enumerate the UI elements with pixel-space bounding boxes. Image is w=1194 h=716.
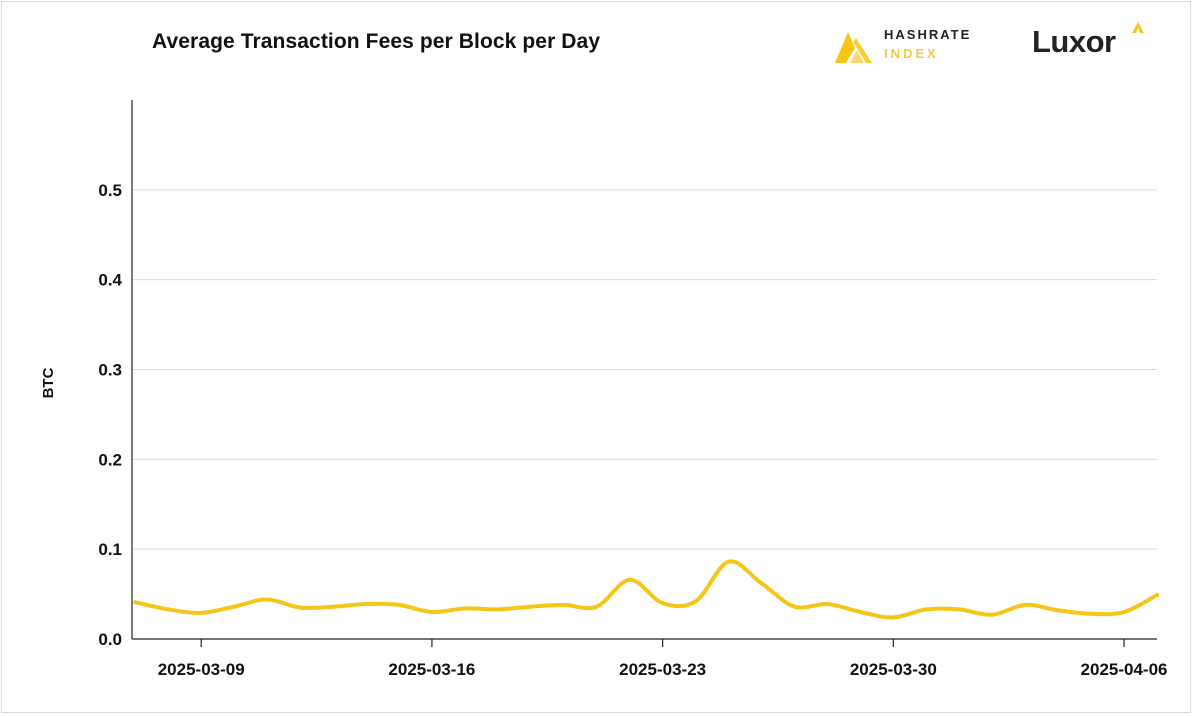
y-tick-label: 0.3 bbox=[98, 361, 122, 380]
data-point bbox=[792, 604, 797, 609]
data-point bbox=[462, 606, 467, 611]
chart-title: Average Transaction Fees per Block per D… bbox=[152, 30, 601, 53]
x-tick-label: 2025-03-09 bbox=[158, 660, 245, 679]
data-point bbox=[1089, 611, 1094, 616]
data-point bbox=[825, 602, 830, 606]
x-tick-label: 2025-03-23 bbox=[619, 660, 706, 679]
data-point bbox=[627, 577, 632, 582]
series-line bbox=[133, 559, 1159, 620]
x-ticks: 2025-03-09 2025-03-16 2025-03-23 2025-03-30… bbox=[158, 639, 1168, 679]
y-tick-label: 0.5 bbox=[98, 181, 122, 200]
luxor-logo-text: Luxor bbox=[1032, 24, 1116, 59]
data-point bbox=[331, 604, 335, 609]
data-point bbox=[1056, 608, 1061, 613]
data-point bbox=[528, 604, 533, 609]
data-point bbox=[594, 604, 599, 609]
data-point bbox=[232, 604, 237, 609]
data-point bbox=[1122, 610, 1126, 614]
data-point bbox=[199, 610, 204, 615]
data-point bbox=[133, 600, 138, 605]
y-tick-labels: 0.0 0.1 0.2 0.3 0.4 0.5 bbox=[98, 181, 122, 649]
data-point bbox=[693, 599, 698, 604]
data-point bbox=[858, 610, 863, 614]
data-point bbox=[166, 607, 171, 612]
data-point bbox=[561, 602, 566, 607]
luxor-mark-icon bbox=[1132, 22, 1144, 33]
hashrate-logo-text-line1: HASHRATE bbox=[884, 27, 972, 42]
x-tick-label: 2025-03-30 bbox=[850, 660, 937, 679]
data-point bbox=[924, 607, 929, 612]
data-point bbox=[397, 602, 401, 607]
data-point bbox=[759, 581, 764, 586]
y-axis-label: BTC bbox=[40, 367, 57, 398]
data-point bbox=[1155, 593, 1159, 597]
data-point bbox=[265, 597, 270, 602]
data-point bbox=[726, 559, 731, 564]
data-point bbox=[298, 605, 303, 610]
hashrate-logo-text-line2: INDEX bbox=[884, 46, 939, 61]
data-point bbox=[429, 610, 434, 614]
hashrate-index-logo: HASHRATE INDEX bbox=[832, 24, 1002, 68]
luxor-logo: Luxor bbox=[1032, 20, 1152, 64]
data-point bbox=[891, 615, 896, 620]
y-tick-label: 0.0 bbox=[98, 630, 122, 649]
x-tick-label: 2025-03-16 bbox=[388, 660, 475, 679]
data-point bbox=[957, 607, 962, 612]
hashrate-index-mark-icon bbox=[835, 32, 872, 63]
data-point bbox=[495, 607, 500, 612]
gridlines bbox=[132, 189, 1157, 550]
data-point bbox=[990, 612, 995, 617]
x-tick-label: 2025-04-06 bbox=[1081, 660, 1168, 679]
data-point bbox=[660, 601, 665, 606]
y-tick-label: 0.1 bbox=[98, 540, 122, 559]
data-point bbox=[364, 602, 368, 606]
series-layer bbox=[133, 559, 1159, 620]
y-tick-label: 0.4 bbox=[98, 271, 122, 290]
data-point bbox=[1023, 602, 1028, 607]
y-tick-label: 0.2 bbox=[98, 450, 122, 469]
